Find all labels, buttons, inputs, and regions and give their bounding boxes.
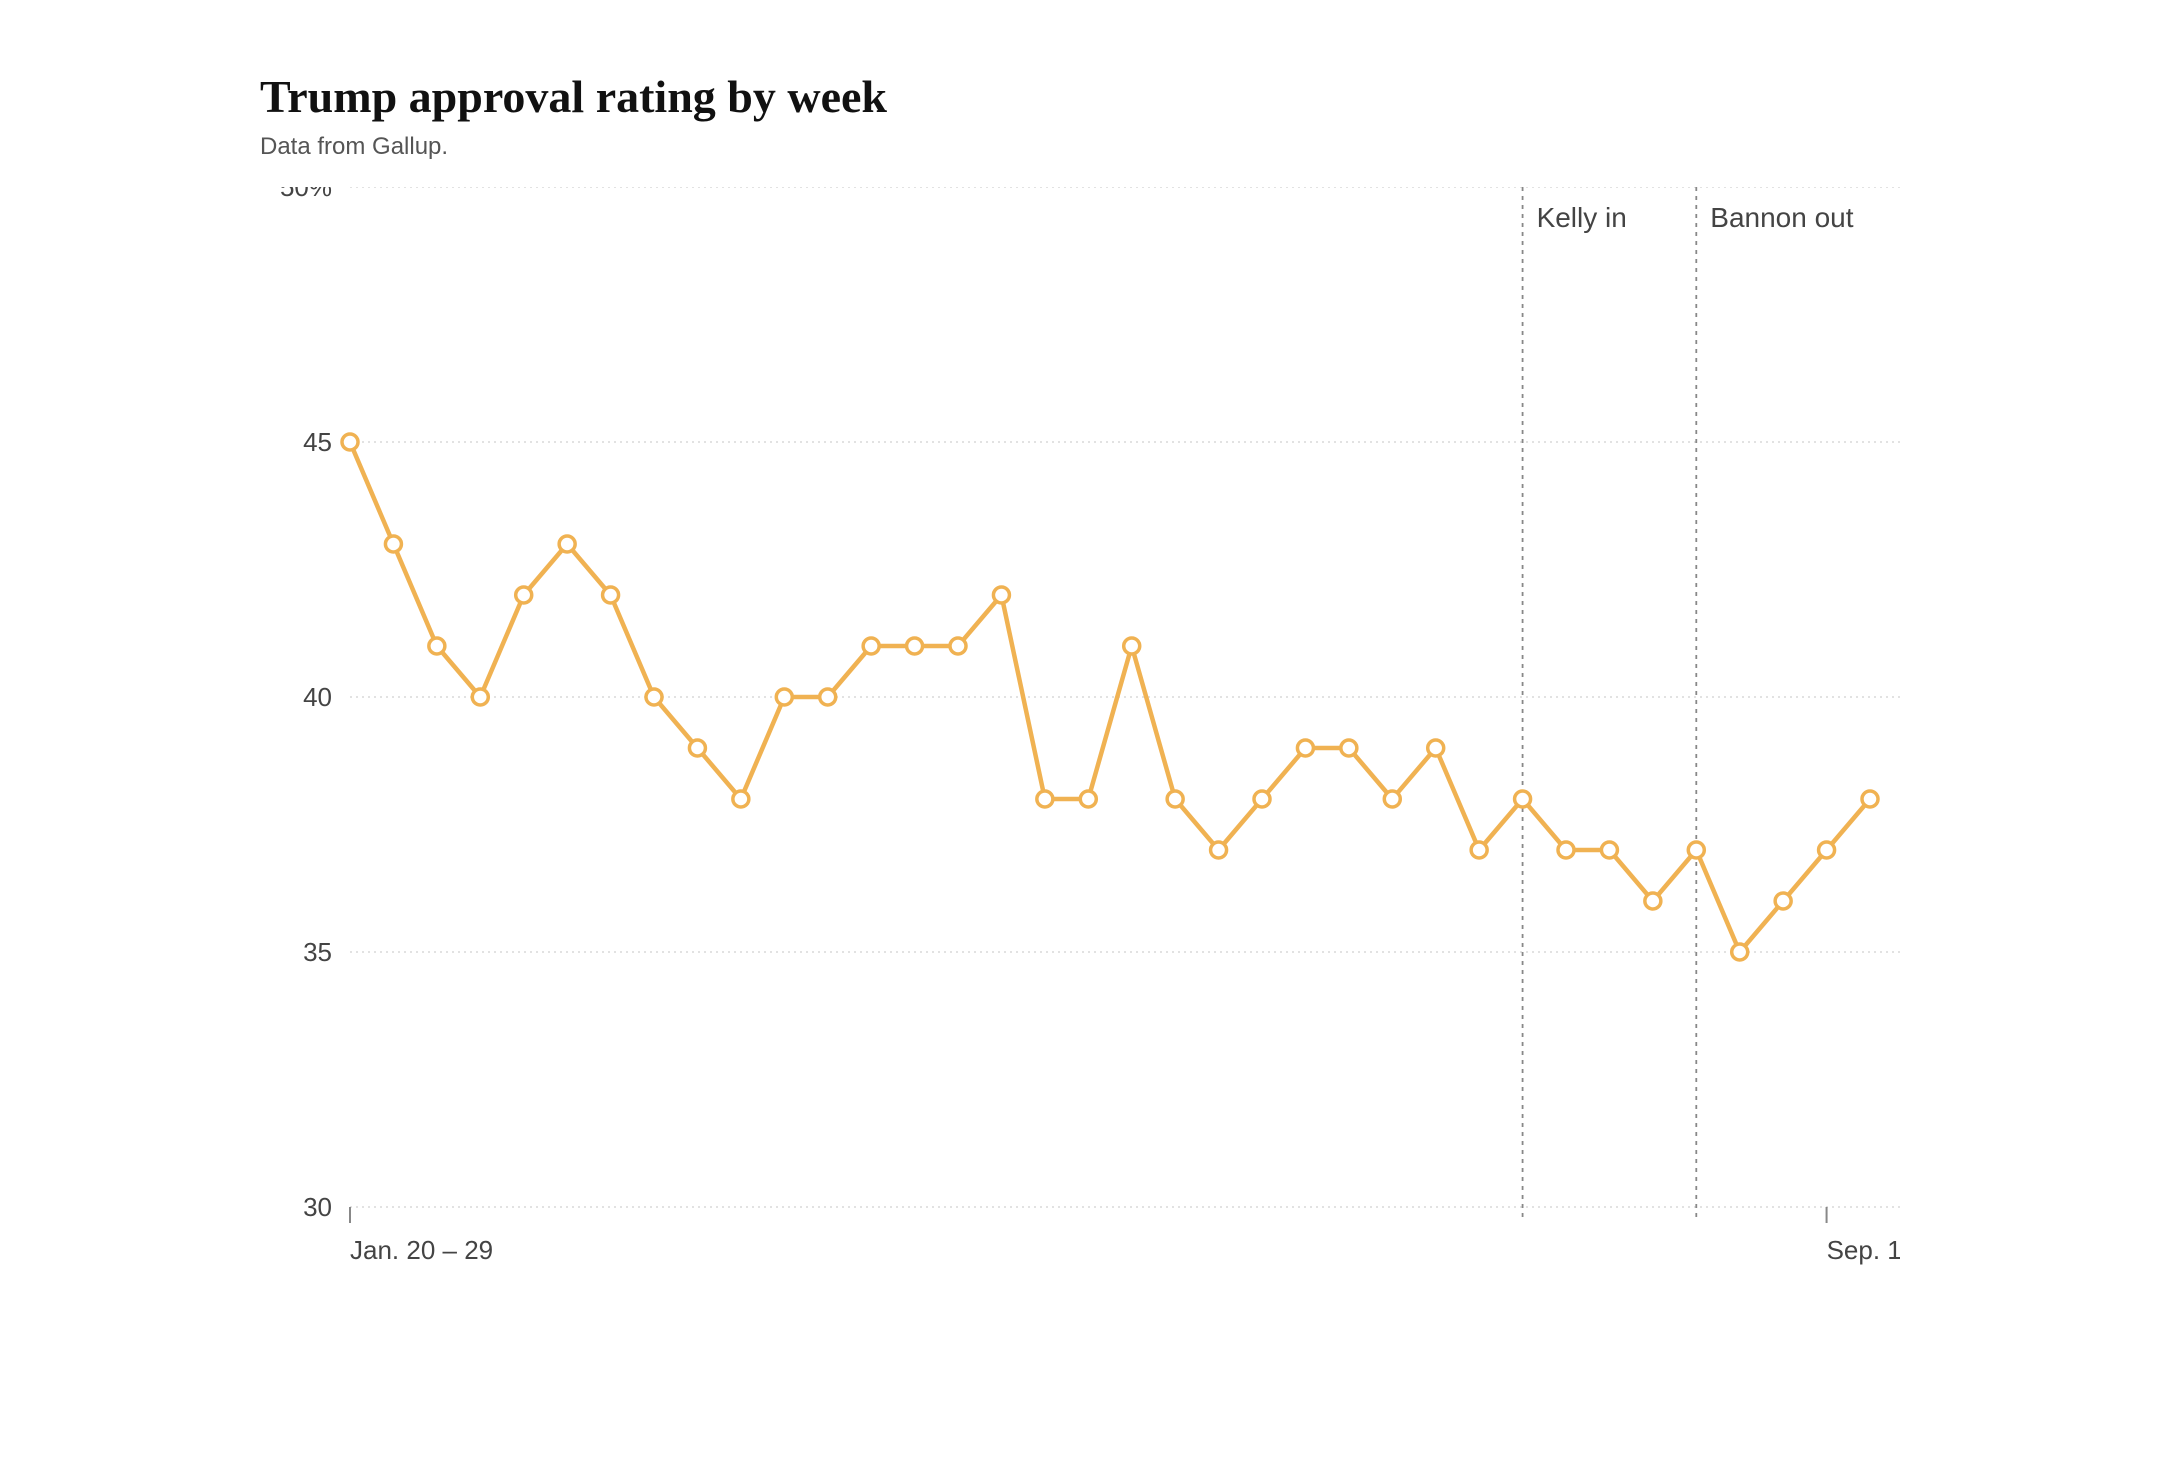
data-point	[516, 587, 532, 603]
data-point	[1211, 842, 1227, 858]
data-point	[863, 638, 879, 654]
data-point	[1471, 842, 1487, 858]
annotation-label: Kelly in	[1537, 202, 1627, 233]
data-point	[1515, 791, 1531, 807]
data-point	[907, 638, 923, 654]
data-point	[1428, 740, 1444, 756]
data-point	[1862, 791, 1878, 807]
data-point	[733, 791, 749, 807]
data-point	[776, 689, 792, 705]
data-point	[472, 689, 488, 705]
data-point	[1601, 842, 1617, 858]
y-axis-label: 45	[303, 427, 332, 457]
data-point	[1341, 740, 1357, 756]
data-point	[1732, 944, 1748, 960]
data-point	[993, 587, 1009, 603]
y-axis-label: 40	[303, 682, 332, 712]
y-axis-label: 35	[303, 937, 332, 967]
line-chart-svg: 30 35 40 45 50% Jan. 20 – 29 Sep. 11 – 17 Kelly…	[260, 187, 1900, 1297]
annotation-label: Bannon out	[1710, 202, 1853, 233]
y-axis-label: 30	[303, 1192, 332, 1222]
data-point	[342, 434, 358, 450]
data-point	[1819, 842, 1835, 858]
data-point	[820, 689, 836, 705]
data-point	[950, 638, 966, 654]
data-point	[1297, 740, 1313, 756]
data-point	[1688, 842, 1704, 858]
data-point	[1037, 791, 1053, 807]
data-point	[1645, 893, 1661, 909]
data-point	[1775, 893, 1791, 909]
data-point	[603, 587, 619, 603]
chart-plot-area: 3035404550%Jan. 20 – 29Sep. 11 – 17Kelly…	[260, 187, 1900, 1207]
chart-title: Trump approval rating by week	[260, 70, 1900, 123]
x-axis-label: Jan. 20 – 29	[350, 1235, 493, 1265]
data-point	[1167, 791, 1183, 807]
data-point	[429, 638, 445, 654]
data-point	[1080, 791, 1096, 807]
data-point	[385, 536, 401, 552]
x-axis-label: Sep. 11 – 17	[1827, 1235, 1900, 1265]
chart-subtitle: Data from Gallup.	[260, 133, 1900, 161]
data-point	[1254, 791, 1270, 807]
data-point	[1384, 791, 1400, 807]
y-axis-label: 50%	[280, 187, 332, 202]
data-point	[646, 689, 662, 705]
data-point	[1558, 842, 1574, 858]
data-point	[689, 740, 705, 756]
data-point	[559, 536, 575, 552]
data-point	[1124, 638, 1140, 654]
chart-container: Trump approval rating by week Data from …	[0, 0, 2160, 1480]
